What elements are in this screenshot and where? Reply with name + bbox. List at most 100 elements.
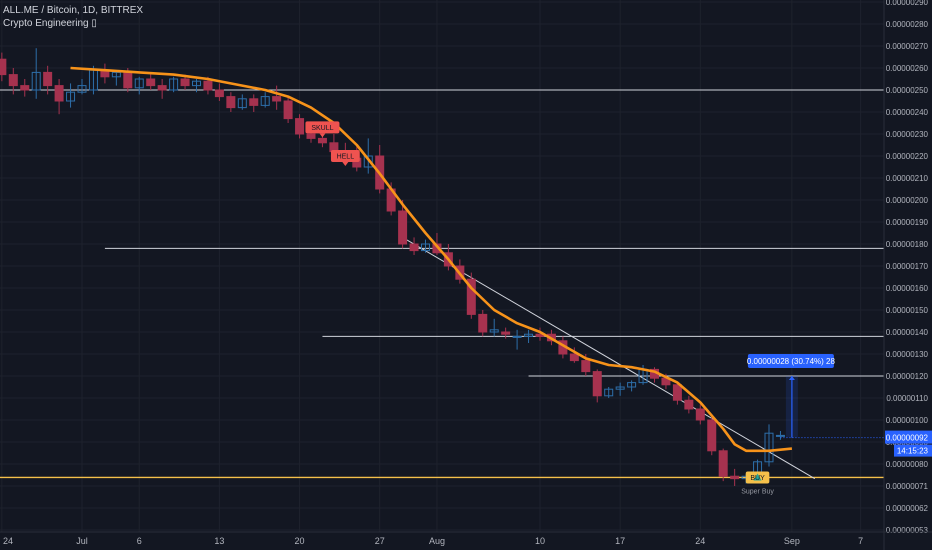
last-price-value: 0.00000092: [886, 434, 929, 443]
candle-body: [31, 71, 41, 91]
signal-hell[interactable]: HELL: [330, 150, 360, 166]
candle-body: [409, 243, 419, 252]
price-tick-label: 0.00000150: [886, 306, 929, 315]
candle-body: [43, 71, 53, 87]
candle-body: [627, 382, 637, 388]
candle-body: [707, 419, 717, 452]
price-tick-label: 0.00000290: [886, 0, 929, 7]
price-tick-label: 0.00000220: [886, 152, 929, 161]
candle-body: [512, 335, 522, 338]
price-tick-label: 0.00000100: [886, 416, 929, 425]
time-axis[interactable]: 24 Jul 6 13 20 27 Aug 10 17 24 Sep 7: [0, 531, 932, 546]
candle-body: [123, 71, 133, 89]
time-tick-label: Aug: [429, 536, 445, 546]
signal-skull[interactable]: SKULL: [305, 121, 340, 138]
candle-body: [466, 278, 476, 315]
candle-body: [421, 243, 430, 252]
candle-body: [478, 313, 488, 333]
arrow-up-icon: [788, 376, 795, 380]
time-tick-label: 20: [295, 536, 305, 546]
signal-buy[interactable]: BUY Super Buy: [741, 471, 774, 495]
price-tick-label: 0.00000120: [886, 372, 929, 381]
candle-body: [214, 89, 224, 98]
time-tick-label: 24: [3, 536, 13, 546]
candle-body: [615, 386, 625, 390]
candle-body: [169, 78, 179, 91]
price-tick-label: 0.00000190: [886, 218, 929, 227]
price-tick-label: 0.00000260: [886, 64, 929, 73]
price-range-measurement: 0.00000028 (30.74%) 28: [747, 354, 836, 438]
price-axis-background: [884, 0, 932, 550]
time-tick-label: 27: [375, 536, 385, 546]
time-tick-label: Jul: [76, 536, 88, 546]
candle-body: [20, 85, 30, 91]
price-tick-label: 0.00000071: [886, 482, 929, 491]
candle-body: [283, 100, 293, 120]
candle-body: [695, 408, 705, 421]
candle-body: [134, 78, 144, 89]
price-tick-label: 0.00000270: [886, 42, 929, 51]
moving-average-line: [70, 66, 793, 453]
price-tick-label: 0.00000170: [886, 262, 929, 271]
candle-body: [432, 243, 442, 254]
price-tick-label: 0.00000110: [886, 394, 928, 403]
candle-body: [226, 96, 236, 109]
time-tick-label: 6: [137, 536, 142, 546]
candle-body: [604, 388, 614, 397]
candle-body: [203, 80, 213, 91]
candle-body: [764, 432, 774, 463]
candle-body: [592, 371, 602, 397]
time-tick-label: 13: [214, 536, 224, 546]
candle-body: [306, 133, 316, 139]
signal-caption: Super Buy: [741, 488, 774, 495]
candle-body: [398, 210, 408, 245]
candle-body: [295, 118, 305, 135]
candle-body: [718, 450, 728, 477]
price-tick-label: 0.00000080: [886, 460, 929, 469]
price-tick-label: 0.00000240: [886, 108, 929, 117]
candle-body: [54, 85, 64, 102]
candle-body: [0, 58, 7, 76]
candle-countdown: 14:15:23: [897, 447, 929, 456]
price-tick-label: 0.00000210: [886, 174, 929, 183]
candle-body: [524, 333, 534, 337]
candle-body: [775, 434, 785, 437]
candle-body: [569, 353, 579, 362]
signal-pointer-icon: [342, 162, 349, 166]
candle-body: [672, 384, 682, 401]
candle-body: [489, 329, 499, 333]
signal-badge: [330, 150, 360, 162]
candle-body: [581, 360, 591, 373]
price-tick-label: 0.00000053: [886, 526, 929, 535]
candle-body: [363, 155, 373, 168]
candle-body: [317, 137, 327, 144]
candle-body: [501, 331, 511, 335]
price-tick-label: 0.00000200: [886, 196, 929, 205]
candle-body: [8, 74, 18, 87]
time-tick-label: 17: [615, 536, 625, 546]
signal-label: SKULL: [311, 125, 333, 132]
time-tick-label: 7: [858, 536, 863, 546]
price-tick-label: 0.00000062: [886, 504, 929, 513]
candle-body: [684, 399, 694, 410]
price-tick-label: 0.00000140: [886, 328, 929, 337]
measurement-label-box: [747, 354, 834, 368]
countdown-badge: [894, 444, 932, 457]
candle-body: [77, 85, 87, 93]
candle-body: [66, 91, 76, 102]
indicator-title[interactable]: Crypto Engineering ▯: [3, 18, 97, 29]
signal-markers: SKULL HELL BUY Super Buy: [305, 121, 774, 495]
chart-grid: [0, 0, 884, 532]
measurement-label: 0.00000028 (30.74%) 28: [747, 357, 836, 366]
signal-label: HELL: [337, 154, 355, 161]
candle-body: [260, 96, 270, 106]
candle-body: [146, 78, 156, 87]
symbol-title[interactable]: ALL.ME / Bitcoin, 1D, BITTREX: [3, 5, 144, 16]
price-axis[interactable]: 0.00000290 0.00000280 0.00000270 0.00000260…: [780, 0, 932, 550]
price-tick-label: 0.00000180: [886, 240, 929, 249]
candle-body: [730, 475, 740, 480]
price-tick-label: 0.00000250: [886, 86, 929, 95]
candle-body: [157, 85, 167, 91]
last-price-badge[interactable]: [885, 430, 932, 444]
